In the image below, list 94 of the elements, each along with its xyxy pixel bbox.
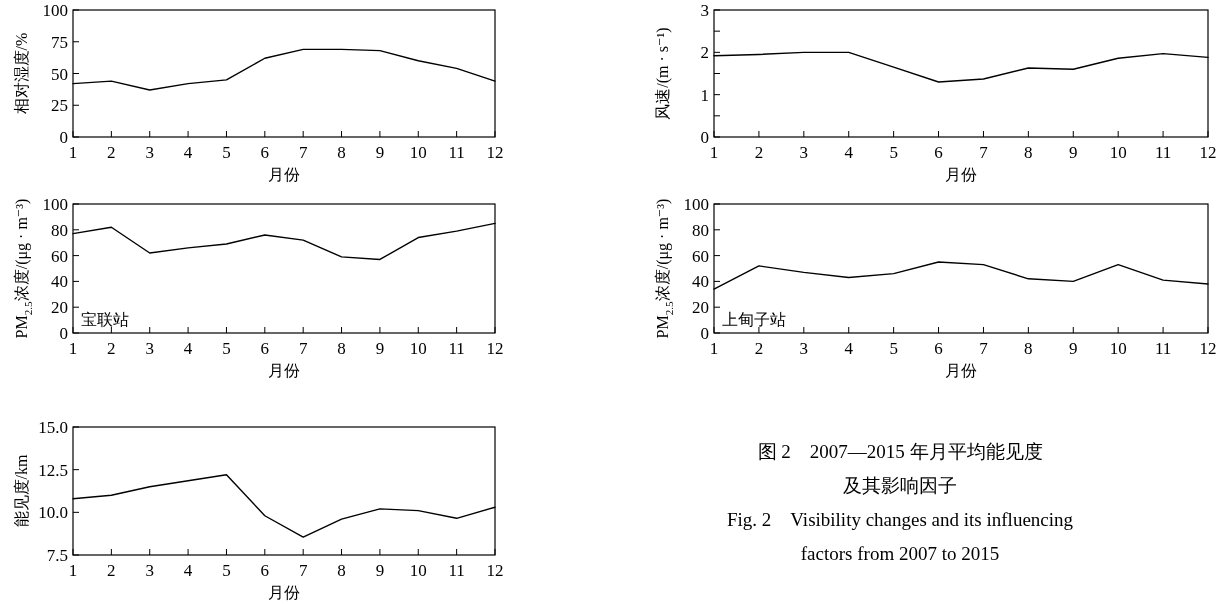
x-tick-label: 4 xyxy=(183,339,193,358)
y-tick-label: 10.0 xyxy=(38,503,68,523)
x-axis-title: 月份 xyxy=(268,584,300,601)
y-axis-title: 风速/(m · s⁻¹) xyxy=(653,27,672,120)
x-tick-label: 3 xyxy=(145,561,154,580)
x-tick-label: 8 xyxy=(337,339,346,358)
x-axis-title: 月份 xyxy=(268,166,300,183)
x-tick-label: 7 xyxy=(979,339,989,358)
x-tick-label: 6 xyxy=(934,143,943,162)
y-tick-label: 100 xyxy=(42,1,68,20)
x-tick-label: 12 xyxy=(486,561,504,580)
x-tick-label: 8 xyxy=(1024,143,1033,162)
x-tick-label: 3 xyxy=(145,143,154,162)
y-tick-label: 1 xyxy=(700,85,709,105)
y-tick-label: 12.5 xyxy=(38,460,68,480)
x-tick-label: 3 xyxy=(799,143,809,162)
x-tick-label: 5 xyxy=(222,561,231,580)
x-axis-title: 月份 xyxy=(945,362,977,379)
x-tick-label: 8 xyxy=(337,561,346,580)
x-tick-label: 2 xyxy=(107,143,116,162)
y-tick-label: 2 xyxy=(700,43,709,63)
x-tick-label: 7 xyxy=(979,143,989,162)
x-axis-title: 月份 xyxy=(268,362,300,379)
x-tick-label: 12 xyxy=(1199,143,1217,162)
text: factors from 2007 to 2015 xyxy=(800,543,1000,564)
x-tick-label: 6 xyxy=(260,339,270,358)
y-axis-title: 能见度/km xyxy=(12,454,30,528)
x-tick-label: 7 xyxy=(298,339,308,358)
x-tick-label: 9 xyxy=(375,143,385,162)
x-tick-label: 11 xyxy=(448,561,465,580)
x-tick-label: 2 xyxy=(754,339,764,358)
x-tick-label: 5 xyxy=(222,339,231,358)
x-tick-label: 10 xyxy=(1109,339,1127,358)
x-tick-label: 2 xyxy=(107,339,116,358)
y-axis-title: 相对湿度/% xyxy=(12,32,30,115)
x-tick-label: 3 xyxy=(799,339,809,358)
x-tick-label: 10 xyxy=(1109,143,1127,162)
x-tick-label: 2 xyxy=(107,561,116,580)
y-tick-label: 80 xyxy=(692,220,709,240)
x-tick-label: 12 xyxy=(1199,339,1217,358)
y-tick-label: 40 xyxy=(51,272,68,292)
y-tick-label: 20 xyxy=(692,298,709,318)
x-tick-label: 6 xyxy=(260,143,270,162)
x-tick-label: 2 xyxy=(754,143,764,162)
y-tick-label: 50 xyxy=(51,64,68,84)
y-tick-label: 0 xyxy=(700,324,709,343)
y-tick-label: 25 xyxy=(51,96,68,116)
text: 及其影响因子 xyxy=(843,475,957,496)
x-tick-label: 4 xyxy=(183,143,193,162)
annotation: 上甸子站 xyxy=(722,311,786,328)
caption: 图 2 2007—2015 年月平均能见度 xyxy=(757,441,1043,462)
y-tick-label: 0 xyxy=(59,324,68,343)
y-tick-label: 80 xyxy=(51,220,68,240)
y-tick-label: 75 xyxy=(51,32,68,52)
x-tick-label: 3 xyxy=(145,339,154,358)
x-tick-label: 11 xyxy=(448,339,465,358)
x-tick-label: 9 xyxy=(1069,143,1078,162)
x-tick-label: 10 xyxy=(409,339,427,358)
x-tick-label: 8 xyxy=(1024,339,1033,358)
x-tick-label: 8 xyxy=(337,143,346,162)
y-tick-label: 3 xyxy=(700,1,709,20)
x-tick-label: 11 xyxy=(1154,143,1172,162)
y-tick-label: 40 xyxy=(692,272,709,292)
x-tick-label: 6 xyxy=(260,561,270,580)
y-tick-label: 60 xyxy=(692,246,709,266)
x-tick-label: 7 xyxy=(298,143,308,162)
y-tick-label: 0 xyxy=(59,128,68,147)
x-tick-label: 9 xyxy=(375,339,385,358)
annotation: 宝联站 xyxy=(81,311,129,328)
x-tick-label: 11 xyxy=(448,143,465,162)
x-tick-label: 9 xyxy=(1069,339,1078,358)
x-tick-label: 4 xyxy=(844,339,854,358)
y-tick-label: 100 xyxy=(42,195,68,214)
y-tick-label: 15.0 xyxy=(38,418,68,437)
y-tick-label: 60 xyxy=(51,246,68,266)
x-tick-label: 5 xyxy=(889,339,898,358)
y-tick-label: 20 xyxy=(51,298,68,318)
x-tick-label: 10 xyxy=(409,561,427,580)
x-axis-title: 月份 xyxy=(945,166,977,183)
x-tick-label: 4 xyxy=(844,143,854,162)
x-tick-label: 10 xyxy=(409,143,427,162)
y-tick-label: 0 xyxy=(700,128,709,147)
x-tick-label: 12 xyxy=(486,143,504,162)
x-tick-label: 12 xyxy=(486,339,504,358)
y-tick-label: 100 xyxy=(683,195,709,214)
x-tick-label: 9 xyxy=(375,561,385,580)
x-tick-label: 6 xyxy=(934,339,943,358)
x-tick-label: 5 xyxy=(889,143,898,162)
caption: Fig. 2 Visibility changes and its influencing xyxy=(726,509,1074,530)
x-tick-label: 4 xyxy=(183,561,193,580)
x-tick-label: 7 xyxy=(298,561,308,580)
x-tick-label: 11 xyxy=(1154,339,1172,358)
y-tick-label: 7.5 xyxy=(46,546,68,565)
x-tick-label: 5 xyxy=(222,143,231,162)
